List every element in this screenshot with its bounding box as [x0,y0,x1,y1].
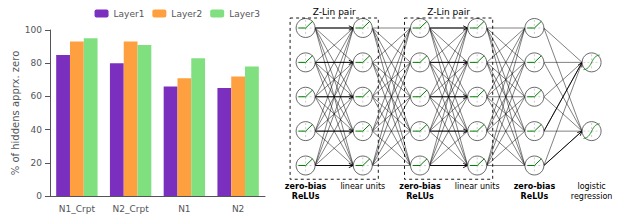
svg-text:zero-bias: zero-bias [285,182,327,191]
svg-text:0: 0 [36,191,42,201]
svg-text:Layer2: Layer2 [171,9,202,19]
svg-text:linear units: linear units [340,182,385,191]
svg-text:N2: N2 [232,204,244,214]
svg-text:ReLUs: ReLUs [406,192,434,201]
svg-text:Layer1: Layer1 [114,9,145,19]
svg-text:80: 80 [31,58,43,68]
svg-text:zero-bias: zero-bias [399,182,441,191]
svg-text:N1_Crpt: N1_Crpt [59,204,96,214]
svg-text:regression: regression [571,192,613,201]
svg-text:% of hiddens apprx. zero: % of hiddens apprx. zero [10,51,21,176]
svg-text:ReLUs: ReLUs [521,192,549,201]
svg-text:N2_Crpt: N2_Crpt [113,204,150,214]
svg-text:logistic: logistic [577,182,605,191]
svg-text:Z-Lin pair: Z-Lin pair [427,7,470,17]
svg-text:40: 40 [31,125,43,135]
svg-text:Layer3: Layer3 [229,9,260,19]
svg-text:ReLUs: ReLUs [292,192,320,201]
svg-text:100: 100 [25,25,42,35]
svg-text:linear units: linear units [455,182,500,191]
svg-text:20: 20 [31,158,43,168]
svg-text:zero-bias: zero-bias [514,182,556,191]
svg-text:Z-Lin pair: Z-Lin pair [313,7,356,17]
svg-text:60: 60 [31,91,43,101]
svg-text:N1: N1 [178,204,190,214]
